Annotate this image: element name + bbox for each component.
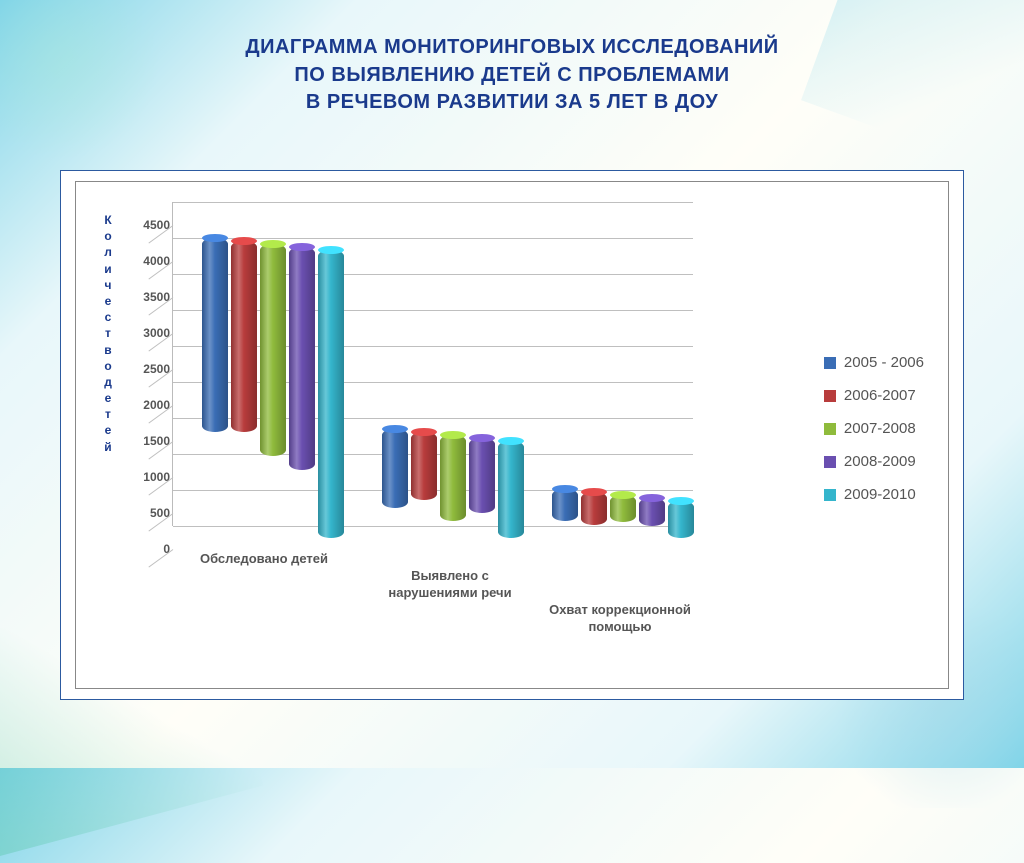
bar [581, 492, 607, 525]
legend: 2005 - 2006 2006-2007 2007-2008 2008-2009 20… [824, 354, 924, 503]
bar [231, 241, 257, 432]
legend-swatch [824, 357, 836, 369]
bars-layer: Обследовано детей Выявлено с нарушениями … [172, 202, 692, 526]
legend-item: 2006-2007 [824, 387, 924, 404]
chart-panel: Количество детей 2005 - 20062006-2007200… [60, 170, 964, 700]
plot-area: Обследовано детей Выявлено с нарушениями … [172, 202, 722, 562]
ytick-label: 1000 [130, 470, 170, 484]
bar-group: Выявлено с нарушениями речи [382, 429, 532, 526]
bar [610, 495, 636, 522]
legend-swatch [824, 456, 836, 468]
title-line: ПО ВЫЯВЛЕНИЮ ДЕТЕЙ С ПРОБЛЕМАМИ [0, 62, 1024, 90]
chart-plot: Количество детей 2005 - 20062006-2007200… [75, 181, 949, 689]
title-line: В РЕЧЕВОМ РАЗВИТИИ ЗА 5 ЛЕТ В ДОУ [0, 89, 1024, 117]
bar [202, 238, 228, 432]
bar [552, 489, 578, 521]
bar [318, 250, 344, 538]
ytick-label: 3000 [130, 326, 170, 340]
bar-group: Обследовано детей [202, 238, 352, 526]
bar [260, 244, 286, 456]
ytick-label: 2500 [130, 362, 170, 376]
legend-swatch [824, 423, 836, 435]
title-line: ДИАГРАММА МОНИТОРИНГОВЫХ ИССЛЕДОВАНИЙ [0, 34, 1024, 62]
legend-label: 2009-2010 [844, 486, 916, 503]
legend-swatch [824, 489, 836, 501]
bar [469, 438, 495, 514]
bar [668, 501, 694, 538]
ytick-label: 3500 [130, 290, 170, 304]
yaxis-title: Количество детей [102, 212, 114, 455]
ytick-label: 500 [130, 506, 170, 520]
bar [289, 247, 315, 470]
legend-label: 2005 - 2006 [844, 354, 924, 371]
bar [498, 441, 524, 538]
slide-title: ДИАГРАММА МОНИТОРИНГОВЫХ ИССЛЕДОВАНИЙ ПО… [0, 0, 1024, 117]
legend-item: 2007-2008 [824, 420, 924, 437]
bar-group: Охват коррекционной помощью [552, 489, 702, 526]
legend-item: 2008-2009 [824, 453, 924, 470]
legend-label: 2007-2008 [844, 420, 916, 437]
ytick-label: 4000 [130, 254, 170, 268]
ytick-label: 0 [130, 542, 170, 556]
legend-label: 2006-2007 [844, 387, 916, 404]
legend-label: 2008-2009 [844, 453, 916, 470]
bar [382, 429, 408, 508]
category-label: Охват коррекционной помощью [540, 602, 700, 636]
legend-swatch [824, 390, 836, 402]
legend-item: 2009-2010 [824, 486, 924, 503]
legend-item: 2005 - 2006 [824, 354, 924, 371]
bar [440, 435, 466, 521]
gridline [173, 526, 693, 527]
category-label: Обследовано детей [184, 551, 344, 568]
ytick-label: 1500 [130, 434, 170, 448]
ytick-label: 2000 [130, 398, 170, 412]
bar [639, 498, 665, 527]
ytick-label: 4500 [130, 218, 170, 232]
category-label: Выявлено с нарушениями речи [370, 568, 530, 602]
bar [411, 432, 437, 500]
